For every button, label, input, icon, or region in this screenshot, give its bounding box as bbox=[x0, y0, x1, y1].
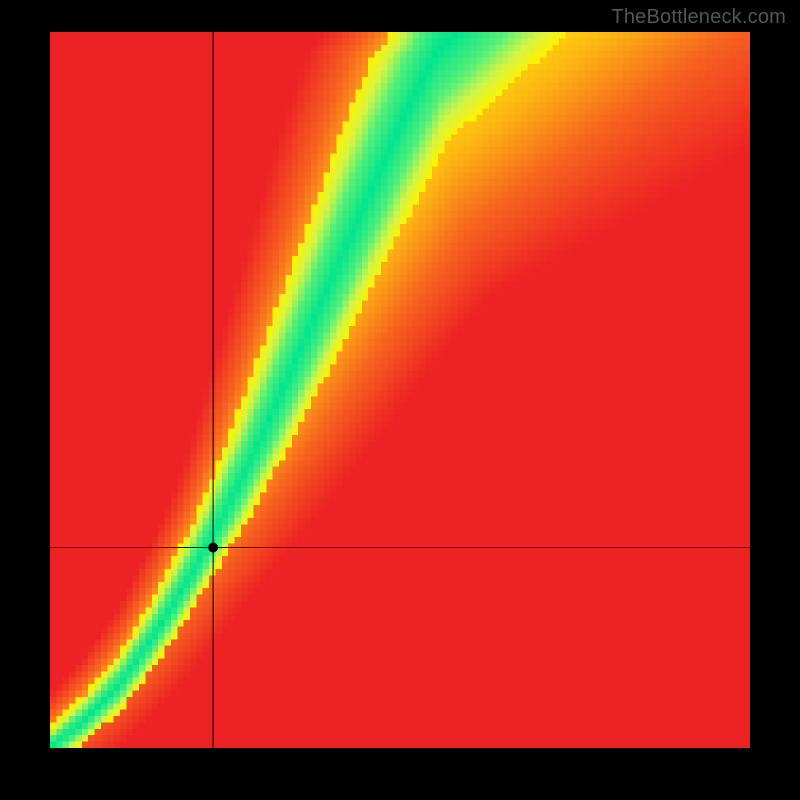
heatmap-canvas bbox=[50, 32, 750, 748]
watermark-text: TheBottleneck.com bbox=[611, 6, 786, 29]
bottleneck-heatmap bbox=[50, 32, 750, 748]
